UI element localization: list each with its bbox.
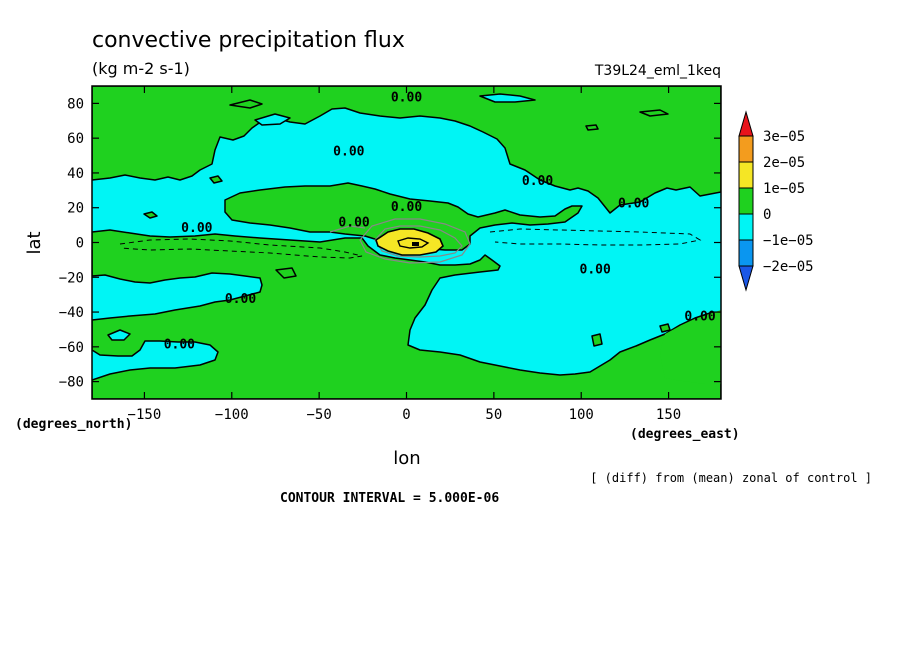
- contour-label: 0.00: [522, 174, 553, 189]
- colorbar-segment: [738, 187, 754, 215]
- x-units-label: (degrees_east): [630, 427, 740, 442]
- colorbar-label: −1e−05: [763, 233, 814, 249]
- y-tick-label: −80: [59, 375, 84, 391]
- negative-hole-1: [479, 93, 536, 103]
- colorbar: 3e−05 2e−05 1e−05 0 −1e−05 −2e−05: [738, 110, 814, 292]
- dataset-label: T39L24_eml_1keq: [594, 63, 721, 79]
- colorbar-label: −2e−05: [763, 259, 814, 275]
- dashed-contours: [119, 228, 702, 259]
- x-axis-label: lon: [393, 448, 420, 469]
- positive-island-1: [209, 175, 223, 184]
- chart-units: (kg m-2 s-1): [92, 59, 190, 78]
- contour-label: 0.00: [333, 144, 364, 159]
- positive-island-8: [639, 109, 669, 117]
- negative-holes: [107, 93, 536, 341]
- positive-island-7: [229, 99, 263, 109]
- negative-hole-2: [254, 113, 291, 126]
- positive-region-west: [92, 229, 721, 399]
- colorbar-label: 3e−05: [763, 129, 805, 145]
- contour-labels: 0.00 0.00 0.00 0.00 0.00 0.00 0.00 0.00 0.00 0.00…: [164, 90, 716, 352]
- contour-interval: CONTOUR INTERVAL = 5.000E-06: [280, 491, 499, 506]
- y-tick-label: −20: [59, 270, 84, 286]
- contour-label: 0.00: [391, 90, 422, 105]
- x-tick-label: −100: [215, 407, 249, 423]
- y-tick-label: 20: [67, 201, 84, 217]
- y-tick-label: 80: [67, 96, 84, 112]
- inner-contour-2: [359, 218, 471, 264]
- y-tick-label: 60: [67, 131, 84, 147]
- colorbar-segment: [738, 239, 754, 267]
- y-axis-label: lat: [24, 231, 45, 254]
- y-units-label: (degrees_north): [15, 417, 132, 432]
- contour-label: 0.00: [338, 216, 369, 231]
- x-tick-label: −150: [128, 407, 162, 423]
- positive-island-2: [143, 211, 158, 219]
- colorbar-label: 1e−05: [763, 181, 805, 197]
- colorbar-top-triangle: [738, 110, 754, 137]
- y-axis: 80 60 40 20 0 −20 −40 −60 −80: [59, 96, 721, 391]
- colorbar-label: 0: [763, 207, 771, 223]
- positive-island-4: [275, 267, 297, 279]
- x-tick-label: 150: [656, 407, 681, 423]
- positive-island-3: [585, 124, 599, 131]
- positive-island-6: [659, 323, 671, 333]
- colorbar-bottom-triangle: [738, 265, 754, 292]
- colorbar-segment: [738, 161, 754, 189]
- contour-label: 0.00: [225, 292, 256, 307]
- x-tick-label: 50: [485, 407, 502, 423]
- maximum-peak: [412, 242, 419, 246]
- contour-label: 0.00: [181, 221, 212, 236]
- positive-regions: [92, 86, 721, 399]
- dashed-contour-east: [489, 228, 702, 246]
- positive-region-southeast: [660, 310, 721, 384]
- contour-label: 0.00: [580, 263, 611, 278]
- plot-area: 0.00 0.00 0.00 0.00 0.00 0.00 0.00 0.00 0.00 0.00…: [92, 86, 721, 399]
- x-tick-label: 0: [402, 407, 410, 423]
- contour-label: 0.00: [618, 197, 649, 212]
- colorbar-label: 2e−05: [763, 155, 805, 171]
- inner-contour-3: [329, 225, 366, 233]
- x-tick-label: 100: [569, 407, 594, 423]
- x-axis: −150 −100 −50 0 50 100 150: [128, 86, 681, 423]
- dashed-contour-west: [119, 238, 363, 259]
- y-tick-label: −40: [59, 305, 84, 321]
- positive-island-5: [591, 333, 603, 347]
- x-tick-label: −50: [306, 407, 331, 423]
- colorbar-segment: [738, 135, 754, 163]
- positive-region-north: [92, 86, 721, 214]
- inner-contour-1: [374, 225, 463, 258]
- contour-label: 0.00: [684, 310, 715, 325]
- negative-hole-3: [107, 329, 131, 341]
- y-tick-label: 40: [67, 166, 84, 182]
- y-tick-label: 0: [76, 236, 84, 252]
- positive-region-middle: [224, 182, 583, 251]
- inner-contours: [329, 218, 471, 264]
- contour-label: 0.00: [164, 337, 195, 352]
- colorbar-segment: [738, 213, 754, 241]
- chart-title: convective precipitation flux: [92, 28, 405, 53]
- contour-label: 0.00: [391, 200, 422, 215]
- y-tick-label: −60: [59, 340, 84, 356]
- note-label: [ (diff) from (mean) zonal of control ]: [590, 471, 872, 485]
